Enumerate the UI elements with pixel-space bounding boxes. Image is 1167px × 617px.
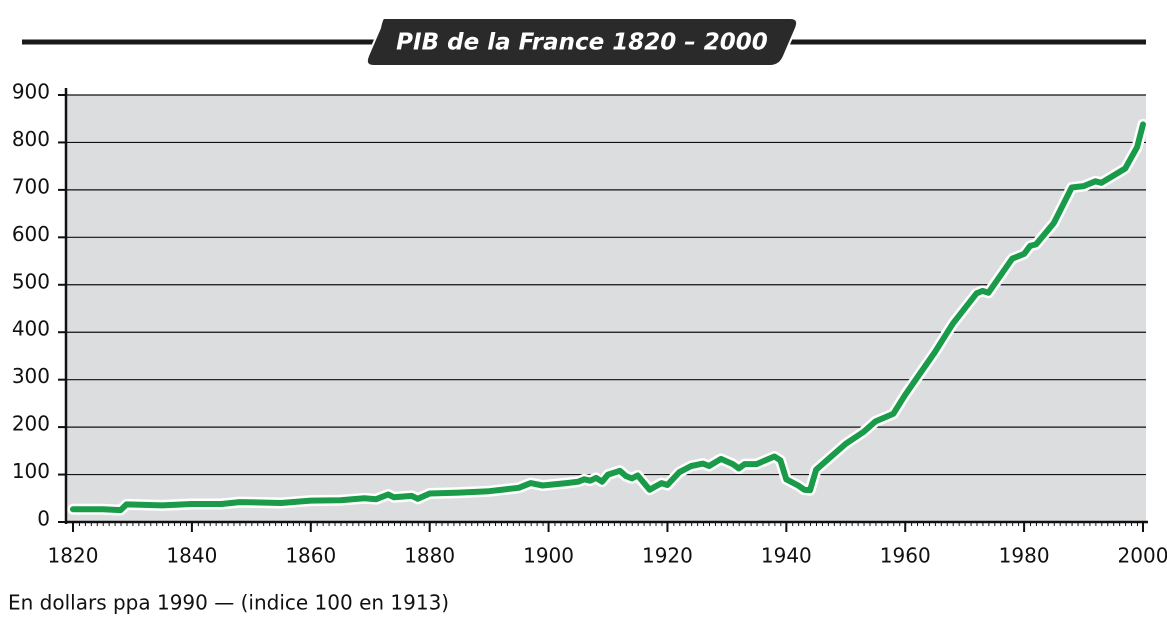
x-tick-label: 2000	[1118, 544, 1167, 568]
plot-area	[66, 95, 1146, 522]
x-tick-label: 1860	[285, 544, 336, 568]
x-tick-label: 1900	[523, 544, 574, 568]
x-tick-label: 1980	[999, 544, 1050, 568]
y-tick-label: 500	[12, 269, 50, 293]
y-tick-label: 400	[12, 317, 50, 341]
y-tick-label: 900	[12, 80, 50, 104]
y-tick-label: 300	[12, 364, 50, 388]
y-tick-label: 0	[37, 507, 50, 531]
x-tick-label: 1940	[761, 544, 812, 568]
x-tick-label: 1960	[880, 544, 931, 568]
y-tick-label: 700	[12, 174, 50, 198]
note: En dollars ppa 1990 — (indice 100 en 191…	[8, 591, 449, 615]
y-tick-label: 800	[12, 127, 50, 151]
x-tick-label: 1880	[404, 544, 455, 568]
x-tick-label: 1840	[166, 544, 217, 568]
title-tag	[365, 17, 799, 67]
y-tick-label: 600	[12, 222, 50, 246]
y-tick-label: 200	[12, 412, 50, 436]
chart-title: PIB de la France 1820 – 2000	[396, 30, 768, 56]
y-tick-label: 100	[12, 459, 50, 483]
minor-ticks	[73, 523, 1145, 529]
x-tick-label: 1920	[642, 544, 693, 568]
line	[70, 121, 1146, 514]
x-tick-label: 1820	[48, 544, 99, 568]
